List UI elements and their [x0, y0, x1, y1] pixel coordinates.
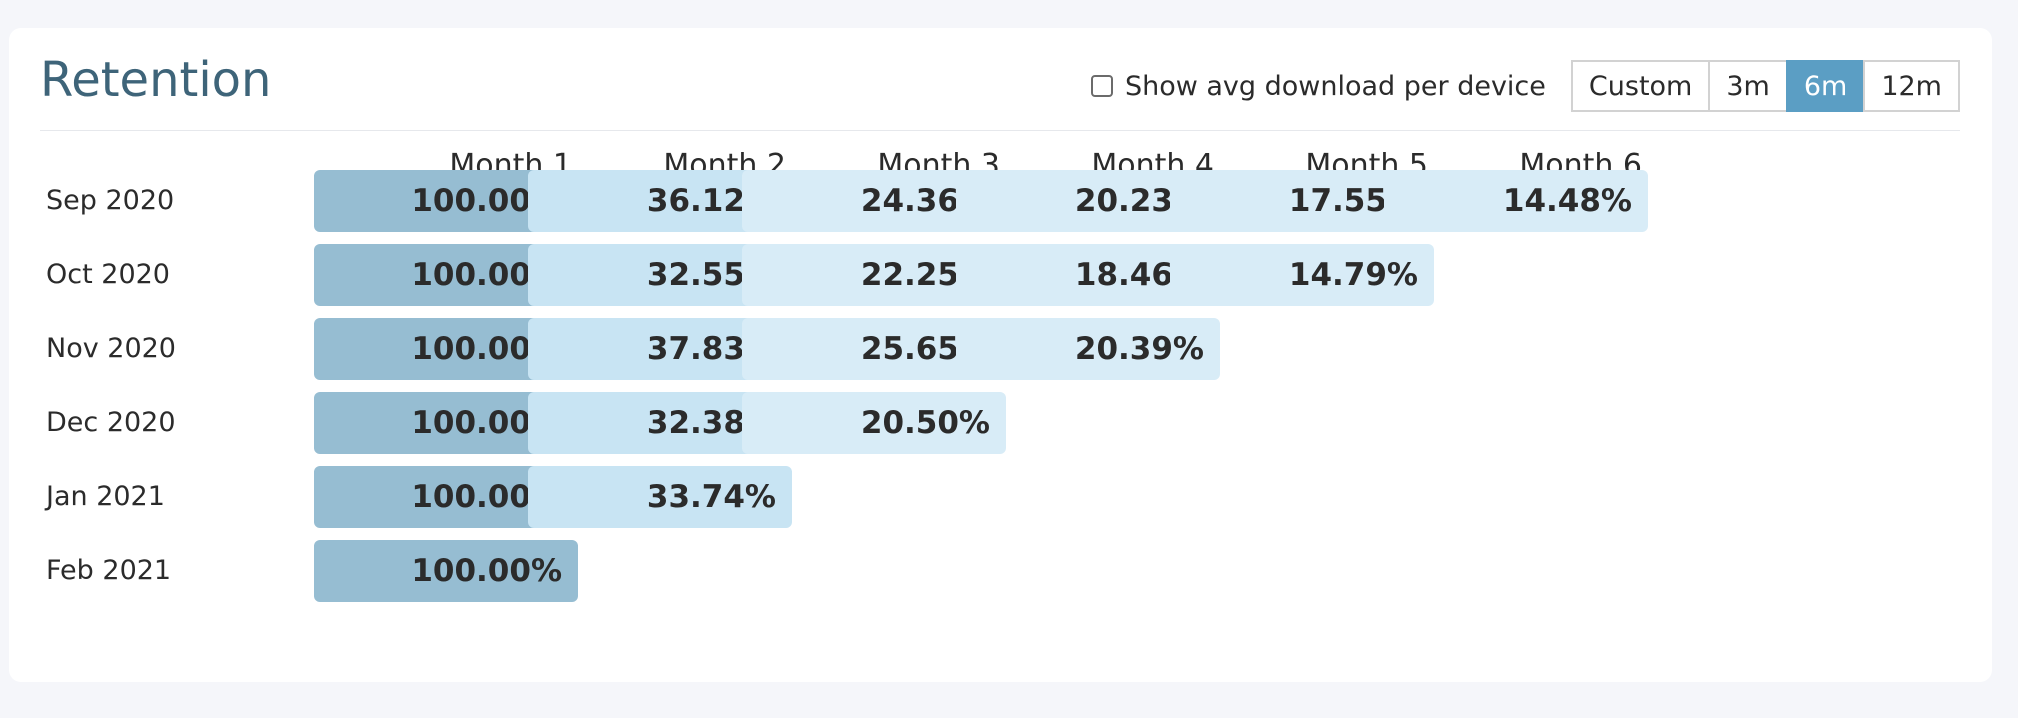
avg-download-toggle[interactable]: Show avg download per device: [1090, 70, 1546, 102]
retention-cell: 20.50%: [742, 392, 1006, 454]
retention-cell: 14.48%: [1384, 170, 1648, 232]
cohort-row-label: Oct 2020: [46, 259, 170, 290]
retention-title: Retention: [40, 52, 272, 108]
cohort-row-label: Jan 2021: [46, 481, 165, 512]
retention-cell: 100.00%: [314, 540, 578, 602]
cohort-row-label: Feb 2021: [46, 555, 172, 586]
avg-download-label: Show avg download per device: [1124, 70, 1546, 102]
range-6m-button[interactable]: 6m: [1785, 60, 1866, 112]
header-divider: [40, 130, 1960, 131]
retention-cell: 20.39%: [956, 318, 1220, 380]
retention-cell: 33.74%: [528, 466, 792, 528]
toolbar: Show avg download per device Custom 3m 6…: [1090, 60, 1960, 112]
range-3m-button[interactable]: 3m: [1708, 60, 1788, 112]
cohort-row-label: Nov 2020: [46, 333, 176, 364]
retention-cell: 14.79%: [1170, 244, 1434, 306]
retention-card: Retention Show avg download per device C…: [9, 28, 1992, 682]
retention-cell: 100.00%: [314, 244, 578, 306]
range-selector: Custom 3m 6m 12m: [1570, 60, 1960, 112]
cohort-row-label: Sep 2020: [46, 185, 175, 216]
range-12m-button[interactable]: 12m: [1863, 60, 1960, 112]
range-custom-button[interactable]: Custom: [1570, 60, 1711, 112]
avg-download-checkbox[interactable]: [1090, 75, 1113, 97]
cohort-row-label: Dec 2020: [46, 407, 176, 438]
